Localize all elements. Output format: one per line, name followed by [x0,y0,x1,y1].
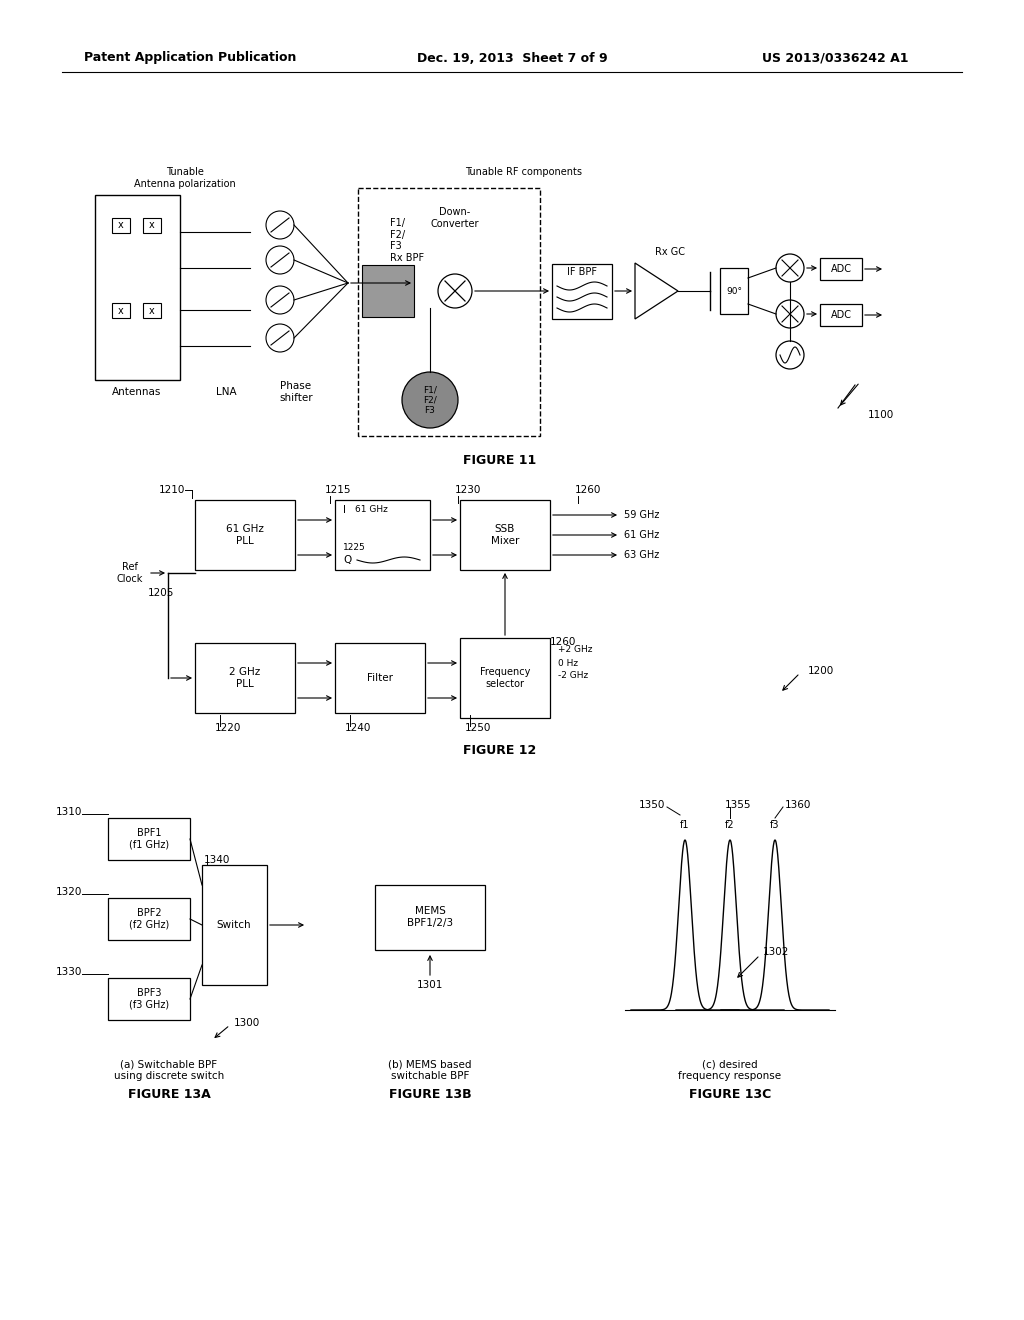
Text: F1/
F2/
F3
Rx BPF: F1/ F2/ F3 Rx BPF [390,218,424,263]
Bar [375,884,485,950]
Text: x: x [118,220,124,231]
Text: MEMS
BPF1/2/3: MEMS BPF1/2/3 [407,907,453,928]
Text: FIGURE 12: FIGURE 12 [464,744,537,758]
Text: x: x [118,305,124,315]
Text: x: x [150,305,155,315]
Text: FIGURE 13C: FIGURE 13C [689,1089,771,1101]
Bar [143,218,161,234]
Text: f3: f3 [770,820,779,830]
Bar [552,264,612,319]
Text: 1260: 1260 [575,484,601,495]
Text: 1355: 1355 [725,800,752,810]
Text: FIGURE 13B: FIGURE 13B [389,1089,471,1101]
Text: SSB
Mixer: SSB Mixer [490,524,519,545]
Text: Antennas: Antennas [113,387,162,397]
Text: US 2013/0336242 A1: US 2013/0336242 A1 [762,51,908,65]
Bar [143,304,161,318]
Bar [460,638,550,718]
Text: 1250: 1250 [465,723,492,733]
Text: FIGURE 13A: FIGURE 13A [128,1089,210,1101]
Text: Down-
Converter: Down- Converter [431,207,479,228]
Text: 1210: 1210 [159,484,185,495]
Text: Tunable RF components: Tunable RF components [465,168,582,177]
Text: F1/
F2/
F3: F1/ F2/ F3 [423,385,437,414]
Bar [720,268,748,314]
Text: 90°: 90° [726,286,742,296]
Text: BPF3
(f3 GHz): BPF3 (f3 GHz) [129,989,169,1010]
Text: 1360: 1360 [785,800,811,810]
Text: f1: f1 [680,820,690,830]
Bar [358,187,540,436]
Text: 1310: 1310 [55,807,82,817]
Text: Frequency
selector: Frequency selector [480,667,530,689]
Bar [112,304,130,318]
Circle shape [402,372,458,428]
Text: Switch: Switch [217,920,251,931]
Text: 61 GHz
PLL: 61 GHz PLL [226,524,264,545]
Bar [95,195,180,380]
Text: 1230: 1230 [455,484,481,495]
Text: 1225: 1225 [343,544,366,553]
Text: Ref
Clock: Ref Clock [117,562,143,583]
Bar [195,500,295,570]
Text: Tunable
Antenna polarization: Tunable Antenna polarization [134,168,236,189]
Bar [335,643,425,713]
Text: Rx GC: Rx GC [655,247,685,257]
Bar [202,865,267,985]
Text: 1340: 1340 [204,855,230,865]
Text: 1240: 1240 [345,723,372,733]
Bar [460,500,550,570]
Bar [108,978,190,1020]
Text: f2: f2 [725,820,735,830]
Text: IF BPF: IF BPF [567,267,597,277]
Bar [820,304,862,326]
Text: 1330: 1330 [55,968,82,977]
Text: 61 GHz: 61 GHz [355,506,388,515]
Text: 1100: 1100 [868,411,894,420]
Text: ADC: ADC [830,264,852,275]
Text: ADC: ADC [830,310,852,319]
Text: (b) MEMS based
switchable BPF: (b) MEMS based switchable BPF [388,1059,472,1081]
Bar [108,898,190,940]
Text: +2 GHz: +2 GHz [558,645,593,655]
Text: x: x [150,220,155,231]
Text: 63 GHz: 63 GHz [624,550,659,560]
Bar [108,818,190,861]
Text: FIGURE 11: FIGURE 11 [464,454,537,466]
Text: 1260: 1260 [550,638,577,647]
Text: BPF2
(f2 GHz): BPF2 (f2 GHz) [129,908,169,929]
Text: Patent Application Publication: Patent Application Publication [84,51,296,65]
Text: LNA: LNA [216,387,237,397]
Bar [335,500,430,570]
Text: 59 GHz: 59 GHz [624,510,659,520]
Text: 1200: 1200 [808,667,835,676]
Text: 1302: 1302 [763,946,790,957]
Text: 1300: 1300 [234,1018,260,1028]
Text: 1205: 1205 [148,587,174,598]
Text: I: I [343,506,346,515]
Text: Dec. 19, 2013  Sheet 7 of 9: Dec. 19, 2013 Sheet 7 of 9 [417,51,607,65]
Text: 2 GHz
PLL: 2 GHz PLL [229,667,261,689]
Text: Filter: Filter [367,673,393,682]
Text: 1350: 1350 [639,800,665,810]
Text: (a) Switchable BPF
using discrete switch: (a) Switchable BPF using discrete switch [114,1059,224,1081]
Bar [362,265,414,317]
Text: 1215: 1215 [325,484,351,495]
Bar [195,643,295,713]
Bar [112,218,130,234]
Text: 1301: 1301 [417,979,443,990]
Text: Q: Q [343,554,351,565]
Text: 1220: 1220 [215,723,242,733]
Text: -2 GHz: -2 GHz [558,672,588,681]
Text: Phase
shifter: Phase shifter [280,381,312,403]
Text: 0 Hz: 0 Hz [558,659,579,668]
Text: 1320: 1320 [55,887,82,898]
Text: 61 GHz: 61 GHz [624,531,659,540]
Text: (c) desired
frequency response: (c) desired frequency response [679,1059,781,1081]
Bar [820,257,862,280]
Text: BPF1
(f1 GHz): BPF1 (f1 GHz) [129,828,169,850]
